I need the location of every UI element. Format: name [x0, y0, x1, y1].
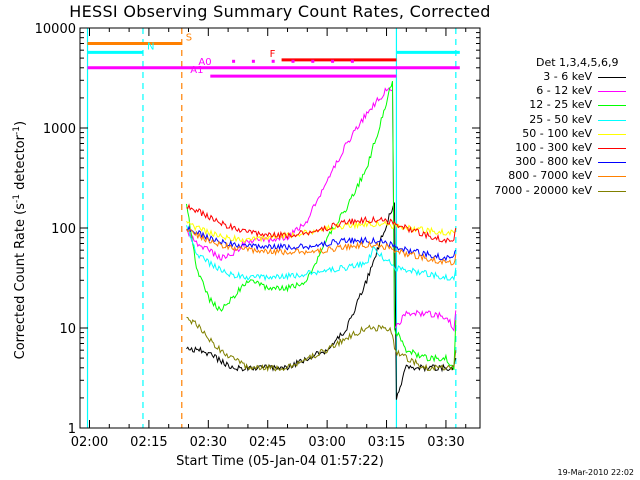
a0-dot: [291, 59, 295, 63]
x-axis-label: Start Time (05-Jan-04 01:57:22): [176, 454, 384, 469]
flag-label: A0: [198, 57, 211, 68]
series-300-800-keV: [186, 225, 457, 262]
series-lines: [186, 80, 457, 400]
x-tick-label: 02:00: [71, 435, 108, 450]
series-100-300-keV: [186, 203, 457, 244]
legend-swatch: [598, 119, 626, 121]
y-tick-label: 10000: [35, 22, 76, 37]
y-tick-label: 1000: [43, 122, 76, 137]
x-tick-label: 02:45: [249, 435, 286, 450]
a0-dot: [251, 59, 255, 63]
legend-swatch: [598, 148, 626, 149]
x-tick-label: 03:15: [368, 435, 405, 450]
legend-item-label: 50 - 100 keV: [522, 126, 592, 140]
x-tick-label: 03:30: [427, 435, 464, 450]
legend-item-label: 300 - 800 keV: [515, 155, 592, 169]
axes: 1 10 100 1000 10000 02:00 02:15 02:30 02:45 03:00…: [35, 22, 481, 450]
legend-item-label: 12 - 25 keV: [529, 98, 592, 112]
legend-item-label: 6 - 12 keV: [536, 84, 592, 98]
series-50-100-keV: [186, 219, 457, 244]
legend-item-label: 25 - 50 keV: [529, 112, 592, 126]
legend-swatch: [598, 190, 626, 192]
chart-title: HESSI Observing Summary Count Rates, Cor…: [69, 2, 491, 21]
legend-swatch: [598, 133, 626, 135]
flag-label: N: [147, 41, 154, 52]
legend-heading: Det 1,3,4,5,6,9: [536, 56, 619, 69]
a0-dot: [331, 59, 335, 63]
legend-item-label: 7000 - 20000 keV: [494, 183, 592, 197]
legend-item-label: 3 - 6 keV: [543, 70, 592, 83]
a0-dot: [350, 59, 354, 63]
series-7000-20000-keV: [186, 316, 457, 373]
a0-dot: [232, 59, 236, 63]
y-axis-label: Corrected Count Rate (s-1 detector-1): [11, 120, 29, 360]
series-6-12-keV: [186, 87, 457, 332]
series-12-25-keV: [186, 80, 457, 370]
legend-swatch: [598, 176, 626, 178]
legend-swatch: [598, 105, 626, 107]
series-25-50-keV: [186, 225, 457, 282]
y-tick-label: 100: [51, 222, 76, 237]
x-tick-label: 02:30: [190, 435, 227, 450]
timestamp: 19-Mar-2010 22:02: [557, 468, 635, 477]
legend-item-label: 100 - 300 keV: [515, 141, 592, 154]
flag-label: A1: [190, 65, 203, 76]
flag-vertical-lines: [86, 28, 457, 428]
series-800-7000-keV: [186, 228, 457, 266]
legend-swatch: [598, 77, 626, 78]
a0-dot: [311, 59, 315, 63]
flag-label: S: [186, 32, 192, 43]
x-tick-label: 03:00: [308, 435, 345, 450]
series-3-6-keV: [186, 202, 457, 400]
legend-swatch: [598, 91, 626, 93]
y-tick-label: 1: [68, 422, 76, 437]
legend-item-label: 800 - 7000 keV: [508, 169, 592, 183]
x-tick-label: 02:15: [130, 435, 167, 450]
legend-swatch: [598, 162, 626, 164]
flag-label: F: [270, 49, 276, 60]
y-tick-label: 10: [59, 322, 76, 337]
a0-dot: [271, 59, 275, 63]
